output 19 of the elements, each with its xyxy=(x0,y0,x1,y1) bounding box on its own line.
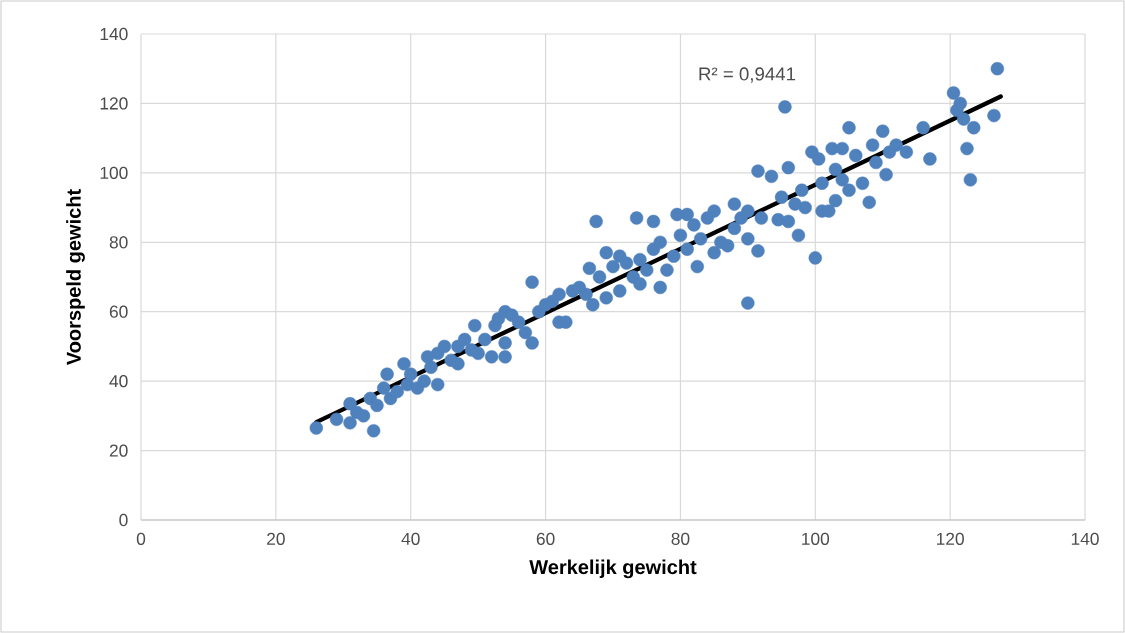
y-tick-label: 120 xyxy=(100,97,128,110)
y-axis-title: Voorspeld gewicht xyxy=(66,189,85,366)
x-tick-label: 100 xyxy=(802,532,830,545)
y-tick-label: 100 xyxy=(100,166,128,179)
x-tick-label: 140 xyxy=(1071,532,1099,545)
y-tick-label: 60 xyxy=(109,305,128,318)
x-tick-label: 40 xyxy=(401,532,420,545)
x-tick-label: 80 xyxy=(671,532,690,545)
x-tick-label: 60 xyxy=(536,532,555,545)
x-tick-label: 20 xyxy=(267,532,285,545)
x-tick-label: 0 xyxy=(136,532,146,545)
x-tick-label: 120 xyxy=(937,532,964,545)
annotation: R² = 0,9441 xyxy=(699,67,796,83)
y-tick-label: 80 xyxy=(109,236,128,249)
y-tick-label: 0 xyxy=(119,513,128,527)
y-tick-label: 140 xyxy=(100,27,128,41)
x-axis-title: Werkelijk gewicht xyxy=(529,559,697,579)
y-tick-label: 40 xyxy=(109,375,128,388)
y-tick-label: 20 xyxy=(109,444,128,457)
